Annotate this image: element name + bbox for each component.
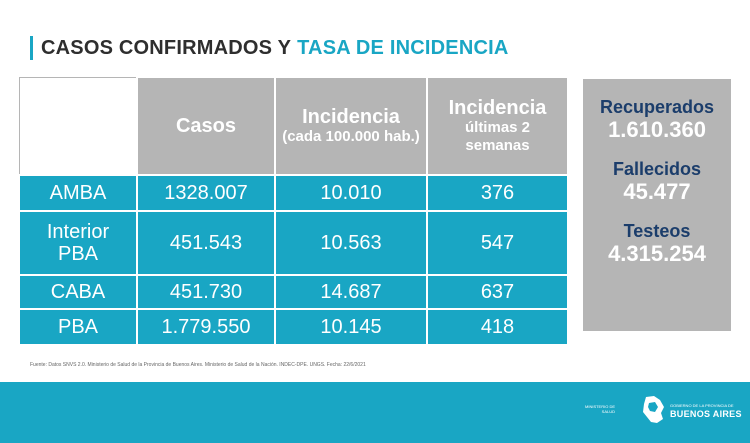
header-incidencia: Incidencia (cada 100.000 hab.) bbox=[274, 76, 428, 176]
table-row: PBA 1.779.550 10.145 418 bbox=[18, 308, 569, 346]
ministry-label: MINISTERIO DE SALUD bbox=[585, 404, 616, 414]
table-header-row: Casos Incidencia (cada 100.000 hab.) Inc… bbox=[18, 76, 569, 176]
fallecidos-value: 45.477 bbox=[623, 179, 691, 204]
cases-table: Casos Incidencia (cada 100.000 hab.) Inc… bbox=[18, 76, 569, 346]
header-incidencia2-sub: últimas 2 semanas bbox=[464, 119, 531, 154]
recuperados-label: Recuperados bbox=[599, 97, 715, 117]
row-casos: 1.779.550 bbox=[136, 308, 276, 346]
row-incidencia: 14.687 bbox=[274, 274, 428, 310]
summary-panel: Recuperados 1.610.360 Fallecidos 45.477 … bbox=[583, 79, 731, 331]
row-region: CABA bbox=[18, 274, 138, 310]
title-accent-bar bbox=[30, 36, 33, 60]
header-incidencia-title: Incidencia bbox=[302, 106, 400, 128]
gov-big-text: BUENOS AIRES bbox=[670, 409, 742, 419]
testeos-block: Testeos 4.315.254 bbox=[583, 221, 731, 267]
province-map-logo-icon bbox=[643, 396, 664, 423]
source-note: Fuente: Datos SNVS 2.0. Ministerio de Sa… bbox=[30, 362, 366, 368]
row-incidencia2: 376 bbox=[426, 174, 569, 212]
header-empty-cell bbox=[18, 76, 138, 176]
row-casos: 1328.007 bbox=[136, 174, 276, 212]
row-incidencia: 10.010 bbox=[274, 174, 428, 212]
header-casos: Casos bbox=[136, 76, 276, 176]
recuperados-value: 1.610.360 bbox=[608, 117, 706, 142]
page-title: CASOS CONFIRMADOS Y TASA DE INCIDENCIA bbox=[30, 34, 509, 62]
gov-small-text: GOBIERNO DE LA PROVINCIA DE bbox=[670, 403, 734, 408]
row-region: AMBA bbox=[18, 174, 138, 212]
row-region: PBA bbox=[18, 308, 138, 346]
fallecidos-label: Fallecidos bbox=[612, 159, 702, 179]
table-row: Interior PBA 451.543 10.563 547 bbox=[18, 210, 569, 276]
row-casos: 451.543 bbox=[136, 210, 276, 276]
row-incidencia2: 418 bbox=[426, 308, 569, 346]
row-incidencia2: 637 bbox=[426, 274, 569, 310]
header-incidencia2-title: Incidencia bbox=[448, 97, 547, 119]
footer-band: MINISTERIO DE SALUD GOBIERNO DE LA PROVI… bbox=[0, 382, 750, 443]
testeos-label: Testeos bbox=[623, 221, 691, 241]
table-row: AMBA 1328.007 10.010 376 bbox=[18, 174, 569, 212]
row-incidencia2: 547 bbox=[426, 210, 569, 276]
government-logo-text: GOBIERNO DE LA PROVINCIA DE BUENOS AIRES bbox=[670, 403, 742, 419]
title-part-1: CASOS CONFIRMADOS Y bbox=[41, 36, 292, 59]
row-region: Interior PBA bbox=[18, 210, 138, 276]
recuperados-block: Recuperados 1.610.360 bbox=[583, 97, 731, 143]
testeos-value: 4.315.254 bbox=[608, 241, 706, 266]
header-incidencia-2-semanas: Incidencia últimas 2 semanas bbox=[426, 76, 569, 176]
row-incidencia: 10.145 bbox=[274, 308, 428, 346]
title-part-2: TASA DE INCIDENCIA bbox=[297, 36, 509, 59]
header-incidencia-sub: (cada 100.000 hab.) bbox=[282, 128, 420, 145]
row-casos: 451.730 bbox=[136, 274, 276, 310]
table-row: CABA 451.730 14.687 637 bbox=[18, 274, 569, 310]
fallecidos-block: Fallecidos 45.477 bbox=[583, 159, 731, 205]
row-incidencia: 10.563 bbox=[274, 210, 428, 276]
